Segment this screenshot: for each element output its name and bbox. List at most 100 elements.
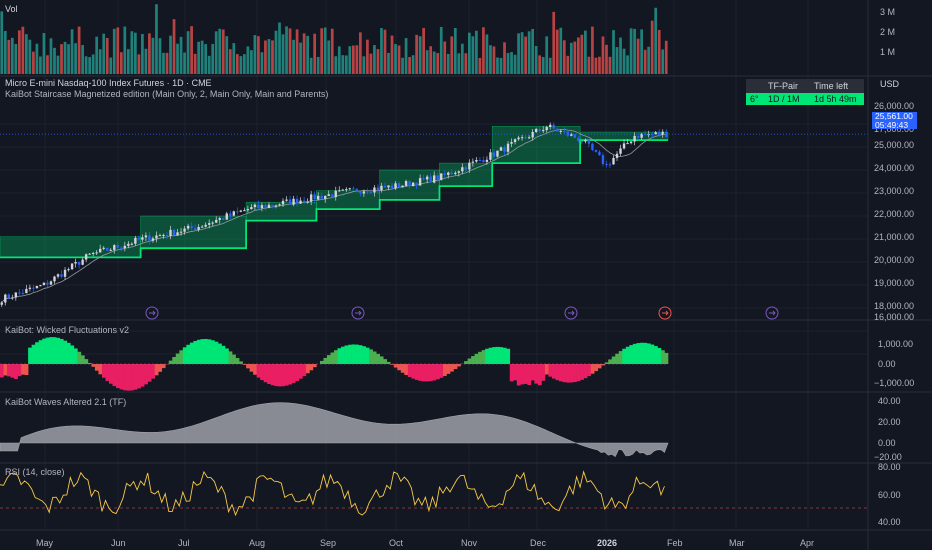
candle-body <box>348 188 352 190</box>
volume-bar <box>42 33 46 74</box>
wicked-bar-positive <box>45 337 50 364</box>
volume-bar <box>587 56 591 74</box>
wicked-bar-negative <box>94 364 99 371</box>
price-tick: 18,000.00 <box>874 301 915 311</box>
candle-body <box>141 237 144 240</box>
wicked-tick: −1,000.00 <box>874 378 915 388</box>
volume-bar <box>14 43 18 74</box>
volume-bar <box>299 42 302 74</box>
volume-bar <box>134 32 137 74</box>
volume-bar <box>541 57 545 74</box>
candle-body <box>601 155 605 164</box>
price-tick: 23,000.00 <box>874 186 915 196</box>
wicked-bar-positive <box>478 351 482 364</box>
candle-body <box>563 130 566 132</box>
event-marker-icon[interactable] <box>145 306 159 320</box>
volume-bar <box>654 7 658 75</box>
wicked-bar-negative <box>418 364 423 381</box>
volume-bar <box>520 32 524 74</box>
volume-bar <box>664 40 668 74</box>
candle-body <box>295 198 299 204</box>
candle-body <box>172 229 176 236</box>
volume-bar <box>271 40 274 74</box>
wicked-bar-positive <box>179 350 184 364</box>
volume-bar <box>439 26 443 75</box>
volume-bar <box>126 49 130 74</box>
wicked-bar-positive <box>214 341 219 364</box>
staircase-band <box>0 236 141 258</box>
wicked-bar-positive <box>608 359 613 364</box>
volume-bar <box>88 57 92 74</box>
wicked-bar-negative <box>256 364 261 378</box>
wicked-bar-negative <box>105 364 110 381</box>
candle-body <box>598 151 601 156</box>
volume-bar <box>306 35 309 74</box>
wicked-bar-positive <box>664 352 669 364</box>
wicked-bar-positive <box>632 343 637 364</box>
wicked-bar-positive <box>168 360 173 364</box>
volume-bar <box>468 32 471 74</box>
wicked-bar-negative <box>404 364 409 375</box>
wicked-bar-negative <box>527 364 532 386</box>
volume-bar <box>158 38 162 74</box>
event-marker-icon[interactable] <box>765 306 779 320</box>
price-tick: 19,000.00 <box>874 278 915 288</box>
candle-body <box>197 226 200 230</box>
candle-body <box>271 204 274 206</box>
volume-bar <box>17 30 21 74</box>
candle-body <box>18 292 21 294</box>
event-marker-icon[interactable] <box>564 306 578 320</box>
wicked-bar-positive <box>358 345 363 364</box>
candle-body <box>640 133 643 138</box>
volume-bar <box>531 28 534 75</box>
candle-body <box>148 235 151 241</box>
wicked-bar-negative <box>548 364 553 377</box>
price-candles <box>0 122 868 308</box>
candle-body <box>594 149 598 152</box>
wicked-bar-negative <box>158 364 163 372</box>
wicked-bar-negative <box>520 364 525 385</box>
event-marker-icon[interactable] <box>658 306 672 320</box>
rsi-pane-title: RSI (14, close) <box>5 467 65 477</box>
volume-bar <box>598 56 601 74</box>
event-markers[interactable] <box>145 306 779 320</box>
wicked-bar-positive <box>330 352 335 364</box>
volume-bar <box>506 53 510 74</box>
candle-body <box>130 243 134 245</box>
volume-bar <box>176 43 179 74</box>
volume-bar <box>422 27 426 74</box>
event-marker-icon[interactable] <box>351 306 365 320</box>
currency-label[interactable]: USD <box>880 79 900 89</box>
volume-bar <box>348 46 352 74</box>
candle-body <box>633 135 636 142</box>
wicked-bar-negative <box>400 364 405 373</box>
candle-body <box>11 297 14 299</box>
wicked-bar-positive <box>481 350 486 364</box>
wicked-bar-negative <box>559 364 563 382</box>
candle-body <box>32 287 35 289</box>
time-tick: Sep <box>320 538 337 548</box>
volume-bar <box>285 26 288 74</box>
event-marker-arrow <box>769 310 776 316</box>
volume-bar <box>559 27 563 74</box>
volume-bar <box>545 36 549 74</box>
candle-body <box>56 274 60 277</box>
volume-bar <box>475 30 478 74</box>
candle-body <box>7 294 10 299</box>
volume-bar <box>425 50 429 74</box>
wicked-bar-negative <box>305 364 310 374</box>
wicked-bar-negative <box>246 364 250 369</box>
candle-body <box>200 226 204 228</box>
volume-bar <box>411 55 415 74</box>
candle-body <box>418 178 422 186</box>
candle-body <box>366 191 369 193</box>
candle-body <box>179 231 183 233</box>
volume-bar <box>643 49 647 74</box>
wicked-bar-negative <box>312 364 317 368</box>
volume-bar <box>387 52 390 74</box>
candle-body <box>647 134 650 136</box>
candle-body <box>619 148 622 154</box>
volume-bar <box>295 29 299 74</box>
candle-body <box>352 188 355 190</box>
